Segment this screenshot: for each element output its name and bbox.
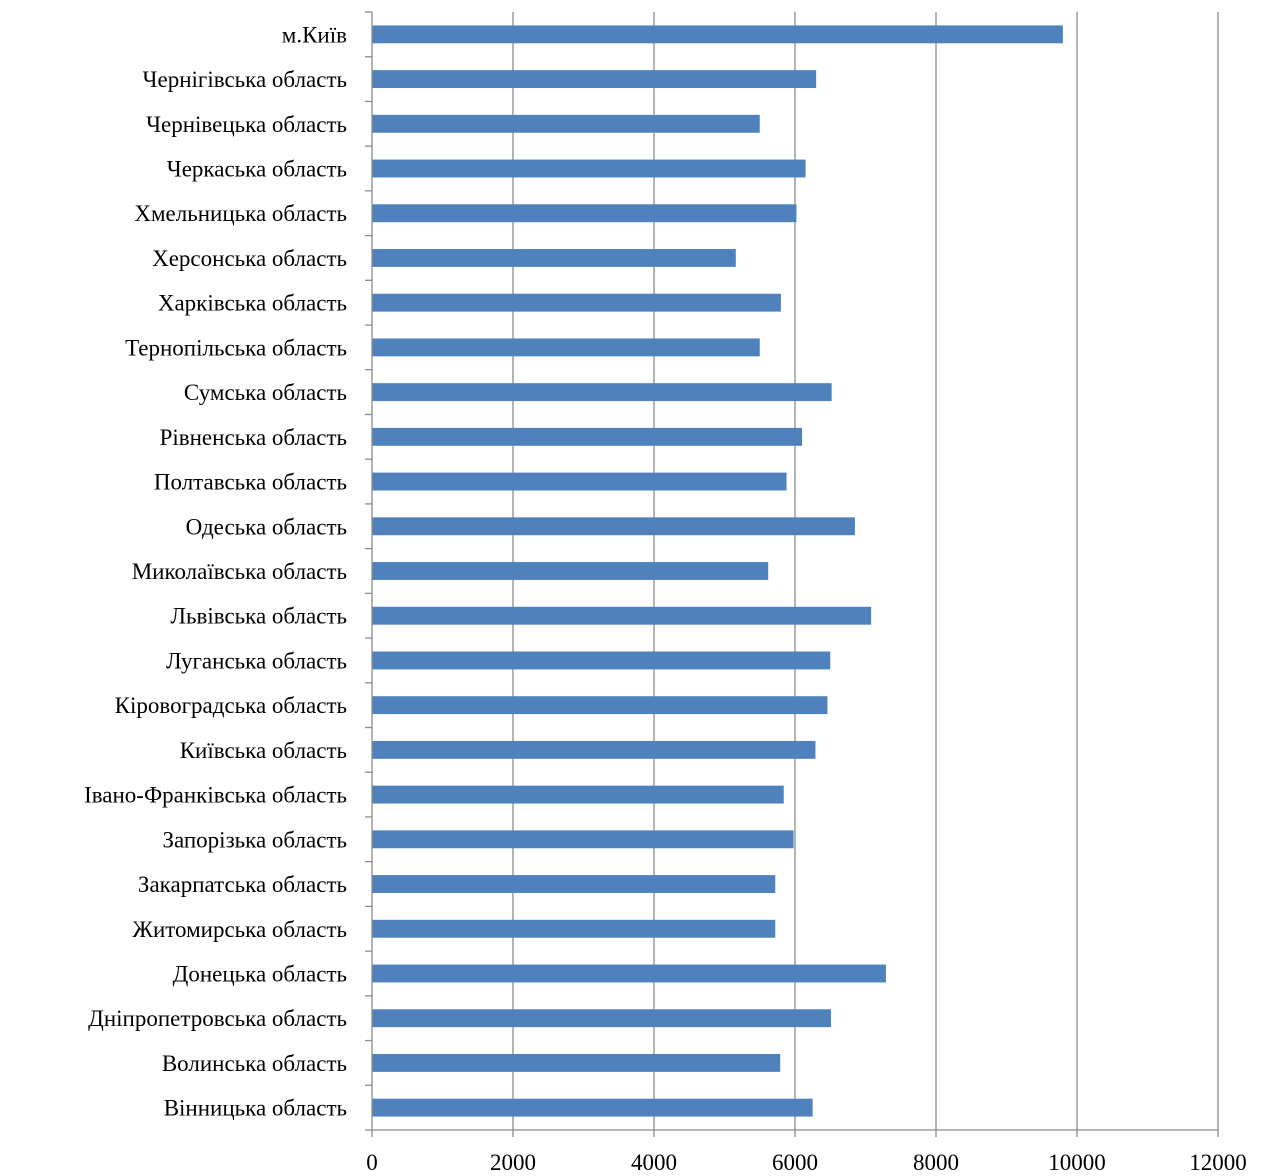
category-label: Миколаївська область [132, 559, 347, 584]
bar-layer [372, 25, 1063, 1117]
x-tick-label: 4000 [631, 1150, 677, 1175]
bar [372, 25, 1063, 44]
bar [372, 964, 886, 983]
category-label: Донецька область [173, 961, 347, 986]
bar [372, 651, 831, 670]
bar [372, 562, 769, 580]
category-label: Рівненська область [160, 425, 347, 450]
bar [372, 740, 816, 759]
category-label: Київська область [180, 738, 347, 763]
bar [372, 606, 872, 625]
category-label: Луганська область [166, 648, 347, 673]
bar [372, 427, 803, 446]
category-label: Хмельницька область [134, 201, 347, 226]
category-label: Львівська область [170, 604, 347, 629]
category-label: Черкаська область [167, 157, 347, 182]
bar [372, 472, 787, 491]
category-label: Харківська область [158, 291, 347, 316]
bar [372, 1098, 813, 1117]
category-label: Херсонська область [152, 246, 347, 271]
category-label: Дніпропетровська область [88, 1006, 347, 1031]
category-label: Івано-Франківська область [84, 783, 347, 808]
x-tick-label: 2000 [490, 1150, 536, 1175]
category-label: Закарпатська область [138, 872, 347, 897]
bar [372, 293, 781, 312]
bar [372, 875, 776, 893]
bar [372, 785, 784, 804]
bar [372, 1053, 781, 1072]
category-label: Одеська область [186, 514, 347, 539]
category-label: Тернопільська область [125, 335, 347, 360]
category-label: Кіровоградська область [115, 693, 347, 718]
x-tick-label: 12000 [1189, 1150, 1247, 1175]
bar [372, 383, 832, 402]
category-label: Житомирська область [132, 917, 347, 942]
bar [372, 159, 806, 178]
bar [372, 1009, 831, 1028]
axis-layer [365, 11, 1219, 1137]
category-label: Вінницька область [164, 1096, 347, 1121]
category-label: Сумська область [184, 380, 347, 405]
x-tick-label: 6000 [772, 1150, 818, 1175]
x-tick-label: 0 [366, 1150, 378, 1175]
x-tick-label: 8000 [913, 1150, 959, 1175]
bar [372, 70, 817, 89]
category-label: м.Київ [282, 22, 347, 47]
bar [372, 517, 855, 536]
category-label: Запорізька область [162, 827, 347, 852]
label-layer: 0 2000 4000 6000 8000 10000 12000 м.Київ Чернігі… [84, 22, 1247, 1175]
bar [372, 114, 760, 133]
bar [372, 919, 776, 938]
bar [372, 204, 797, 223]
bar [372, 338, 760, 357]
grid-layer [512, 12, 1219, 1130]
bar [372, 830, 794, 849]
category-label: Чернівецька область [146, 112, 347, 137]
category-label: Волинська область [162, 1051, 347, 1076]
x-tick-label: 10000 [1048, 1150, 1106, 1175]
bar [372, 249, 736, 267]
bar [372, 696, 828, 715]
category-label: Чернігівська область [143, 67, 347, 92]
category-label: Полтавська область [154, 470, 347, 495]
